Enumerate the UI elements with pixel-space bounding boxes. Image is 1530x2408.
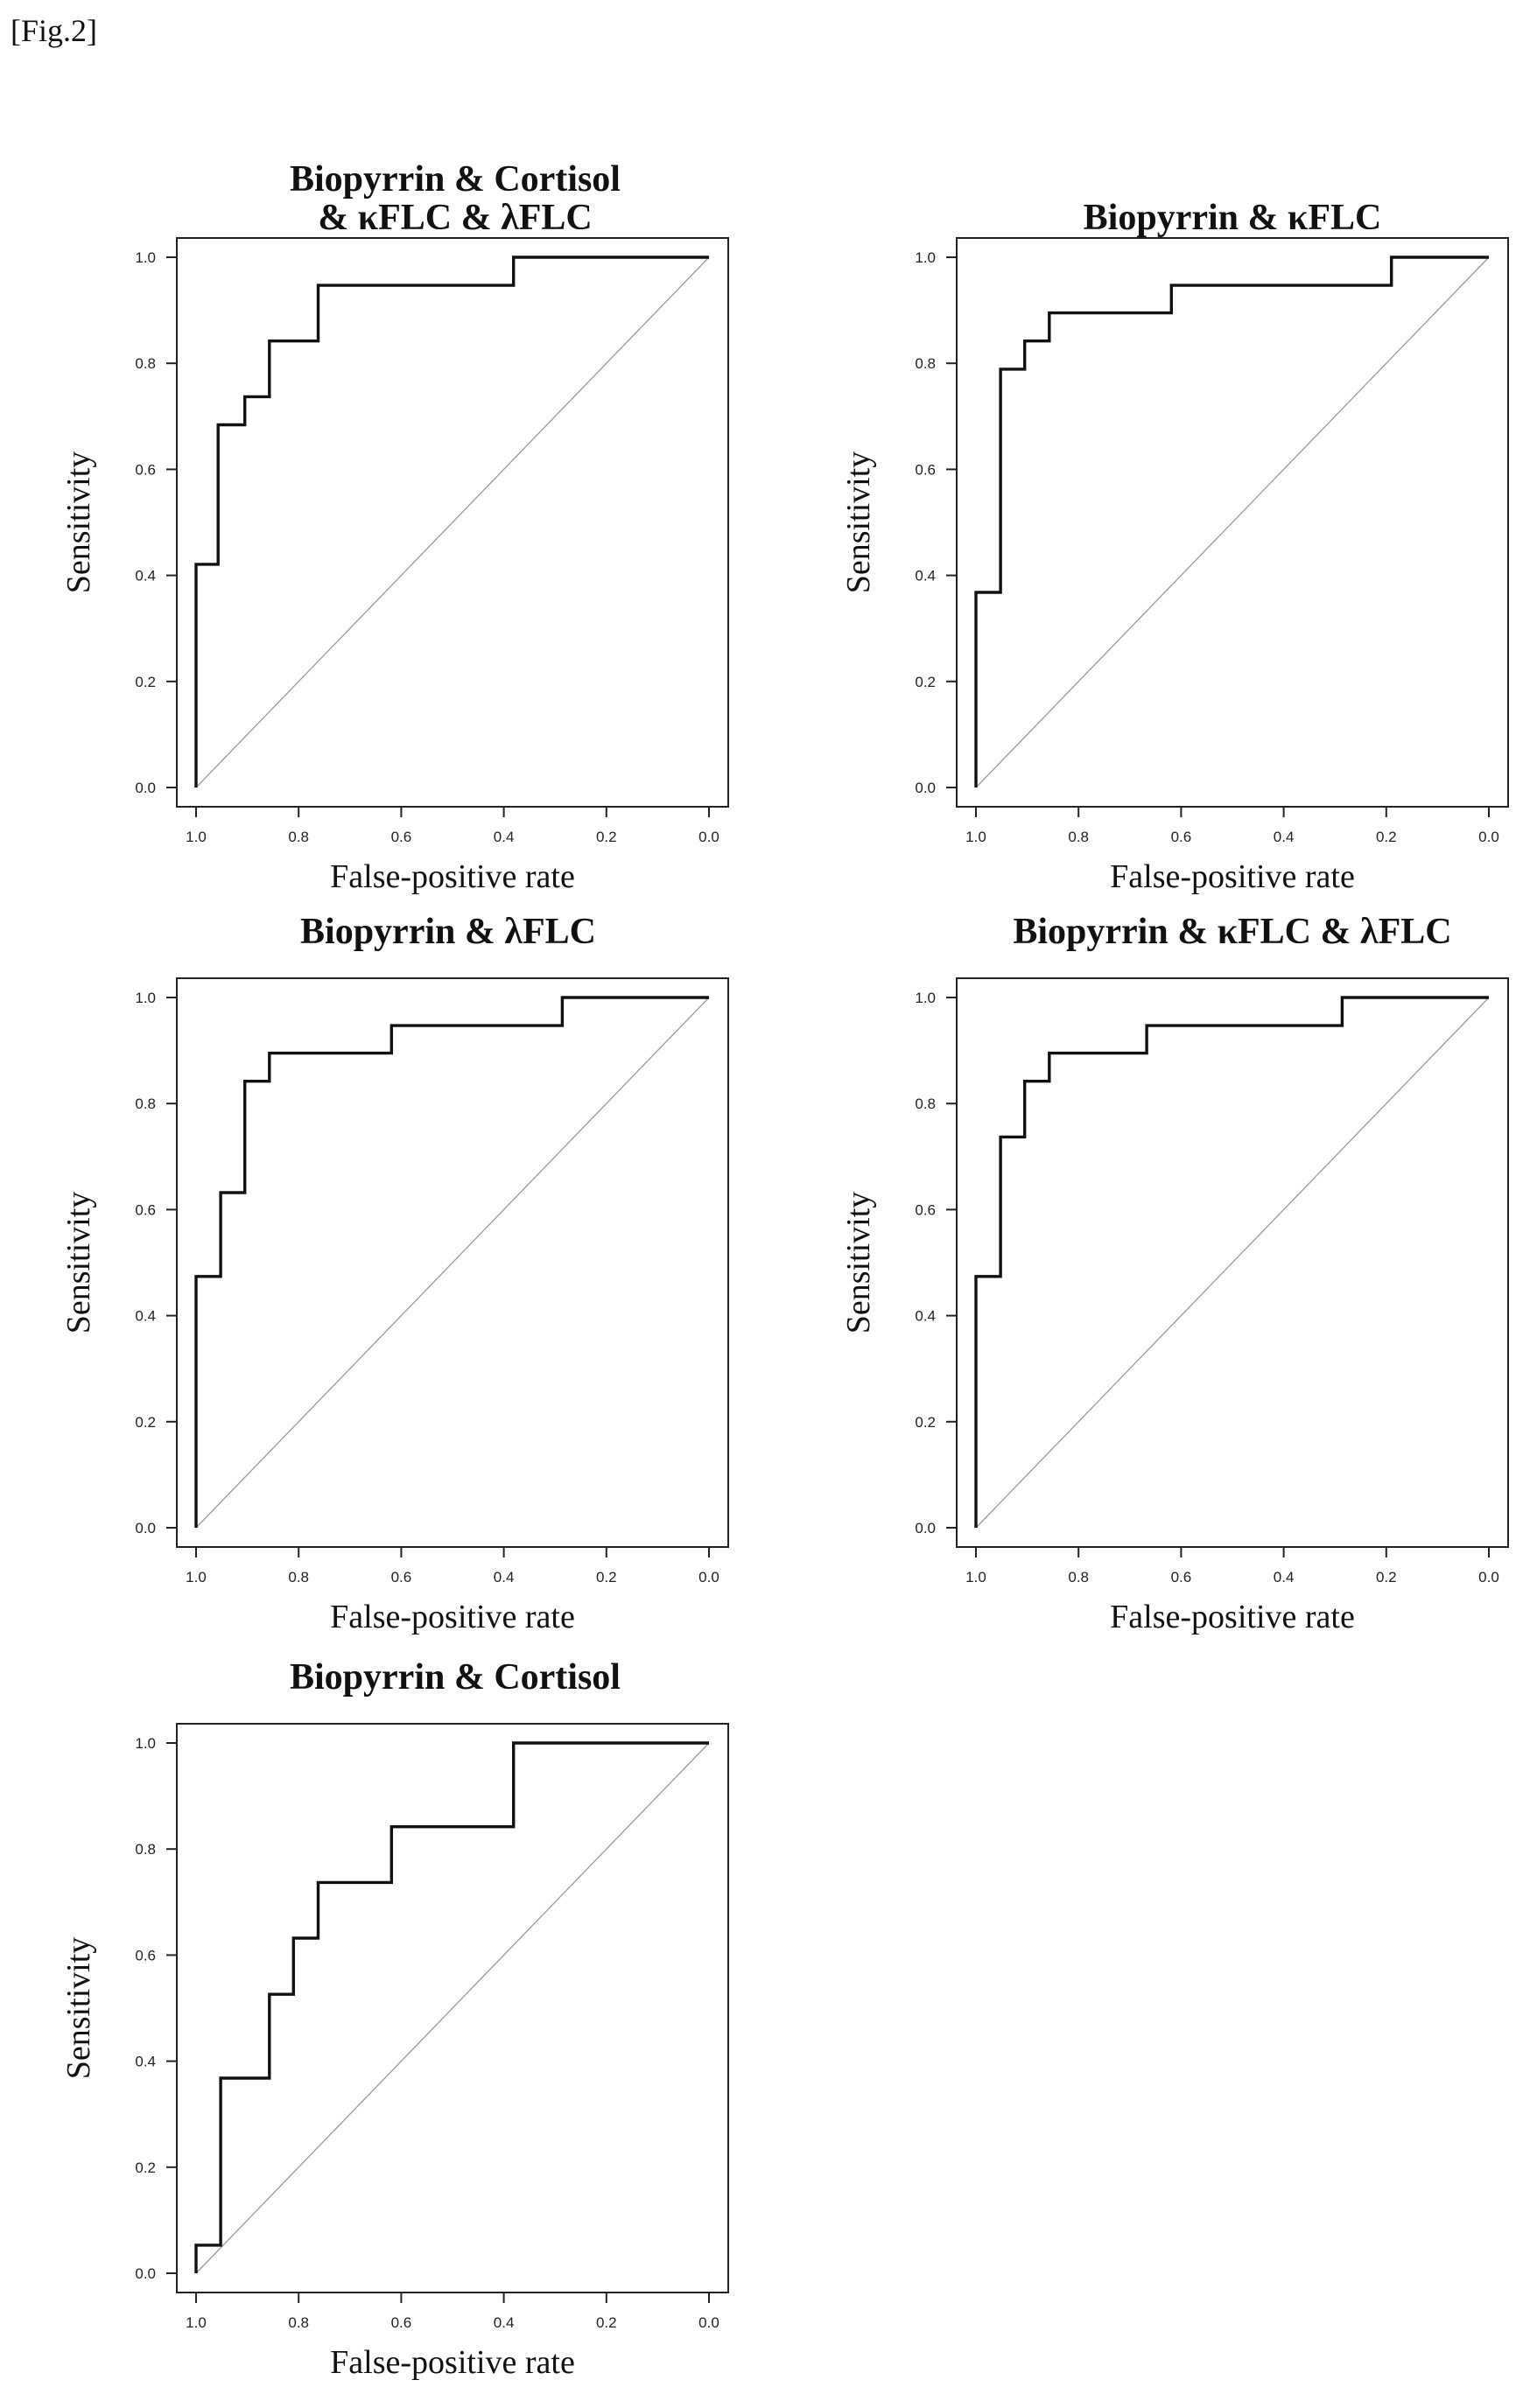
chance-diagonal-line (976, 257, 1489, 788)
x-tick-label: 0.2 (1376, 829, 1397, 845)
x-tick-label: 0.0 (698, 829, 719, 845)
roc-panel-4: Biopyrrin & κFLC & λFLC 1.0 0.8 0.6 0.4 0.2 0.… (840, 912, 1508, 1635)
chart-title-line: Biopyrrin & λFLC (300, 912, 596, 952)
x-axis-label: False-positive rate (330, 1599, 575, 1635)
chance-diagonal-line (196, 257, 709, 788)
y-tick-label: 1.0 (135, 249, 156, 266)
y-axis-label: Sensitivity (840, 452, 877, 594)
y-tick-label: 0.8 (915, 355, 936, 372)
y-tick-label: 0.4 (915, 1308, 936, 1325)
x-tick-label: 0.4 (494, 1569, 515, 1586)
y-tick-label: 0.4 (135, 1308, 156, 1325)
y-tick-label: 0.8 (135, 355, 156, 372)
x-tick-label: 0.0 (1478, 829, 1499, 845)
y-tick-label: 0.4 (915, 568, 936, 584)
y-tick-label: 1.0 (915, 990, 936, 1006)
chart-title-line: Biopyrrin & Cortisol (290, 1657, 621, 1698)
x-tick-label: 0.8 (288, 1569, 309, 1586)
chart-title-line: Biopyrrin & κFLC & λFLC (1013, 912, 1451, 952)
y-tick-label: 0.0 (135, 780, 156, 796)
x-tick-label: 0.6 (391, 2314, 412, 2331)
chance-diagonal-line (976, 998, 1489, 1528)
x-tick-label: 0.6 (391, 1569, 412, 1586)
y-tick-label: 0.6 (915, 461, 936, 478)
x-axis-label: False-positive rate (330, 2344, 575, 2381)
x-tick-label: 0.2 (1376, 1569, 1397, 1586)
roc-panel-3: Biopyrrin & λFLC 1.0 0.8 0.6 0.4 0.2 0.0 0.0 0.2… (60, 912, 728, 1635)
y-tick-label: 1.0 (135, 990, 156, 1006)
x-tick-label: 0.2 (596, 829, 617, 845)
x-axis-label: False-positive rate (1110, 1599, 1355, 1635)
x-tick-label: 1.0 (186, 1569, 207, 1586)
y-tick-label: 0.6 (135, 1201, 156, 1218)
y-tick-label: 0.8 (915, 1096, 936, 1112)
y-tick-label: 0.0 (135, 2265, 156, 2282)
roc-panel-1: Biopyrrin & Cortisol& κFLC & λFLC 1.0 0.8 0… (60, 159, 728, 895)
x-tick-label: 1.0 (965, 1569, 986, 1586)
chance-diagonal-line (196, 1743, 709, 2273)
x-tick-label: 0.4 (494, 829, 515, 845)
y-tick-label: 0.0 (915, 780, 936, 796)
chart-title-line: Biopyrrin & κFLC (1084, 198, 1382, 238)
roc-panel-2: Biopyrrin & κFLC 1.0 0.8 0.6 0.4 0.2 0.0 0.0 0.2… (840, 198, 1508, 895)
y-tick-label: 0.8 (135, 1096, 156, 1112)
x-tick-label: 0.0 (698, 2314, 719, 2331)
x-tick-label: 0.4 (1274, 829, 1295, 845)
x-tick-label: 0.0 (698, 1569, 719, 1586)
y-tick-label: 0.2 (135, 674, 156, 690)
x-tick-label: 0.6 (391, 829, 412, 845)
y-tick-label: 1.0 (915, 249, 936, 266)
y-tick-label: 0.4 (135, 2054, 156, 2070)
y-tick-label: 0.2 (135, 1414, 156, 1431)
x-tick-label: 0.8 (288, 2314, 309, 2331)
y-tick-label: 0.8 (135, 1841, 156, 1858)
x-tick-label: 1.0 (186, 2314, 207, 2331)
x-tick-label: 0.4 (1274, 1569, 1295, 1586)
y-tick-label: 0.2 (135, 2160, 156, 2176)
x-axis-label: False-positive rate (330, 858, 575, 895)
x-tick-label: 0.6 (1171, 829, 1192, 845)
chart-title-line: & κFLC & λFLC (318, 198, 592, 238)
x-axis-label: False-positive rate (1110, 858, 1355, 895)
y-tick-label: 0.0 (135, 1520, 156, 1536)
y-axis-label: Sensitivity (60, 452, 97, 594)
x-tick-label: 0.4 (494, 2314, 515, 2331)
y-axis-label: Sensitivity (60, 1192, 97, 1334)
x-tick-label: 0.8 (1068, 1569, 1089, 1586)
x-tick-label: 0.2 (596, 1569, 617, 1586)
y-tick-label: 0.4 (135, 568, 156, 584)
y-tick-label: 0.2 (915, 674, 936, 690)
y-axis-label: Sensitivity (840, 1192, 877, 1334)
y-tick-label: 0.6 (915, 1201, 936, 1218)
chart-title-line: Biopyrrin & Cortisol (290, 159, 621, 200)
y-tick-label: 0.6 (135, 1947, 156, 1964)
y-tick-label: 0.6 (135, 461, 156, 478)
x-tick-label: 0.8 (1068, 829, 1089, 845)
y-tick-label: 0.2 (915, 1414, 936, 1431)
x-tick-label: 1.0 (965, 829, 986, 845)
x-tick-label: 1.0 (186, 829, 207, 845)
x-tick-label: 0.6 (1171, 1569, 1192, 1586)
y-tick-label: 1.0 (135, 1735, 156, 1752)
chance-diagonal-line (196, 998, 709, 1528)
roc-panel-5: Biopyrrin & Cortisol 1.0 0.8 0.6 0.4 0.2 0.0 0.… (60, 1657, 728, 2381)
y-axis-label: Sensitivity (60, 1937, 97, 2080)
x-tick-label: 0.0 (1478, 1569, 1499, 1586)
x-tick-label: 0.8 (288, 829, 309, 845)
y-tick-label: 0.0 (915, 1520, 936, 1536)
x-tick-label: 0.2 (596, 2314, 617, 2331)
